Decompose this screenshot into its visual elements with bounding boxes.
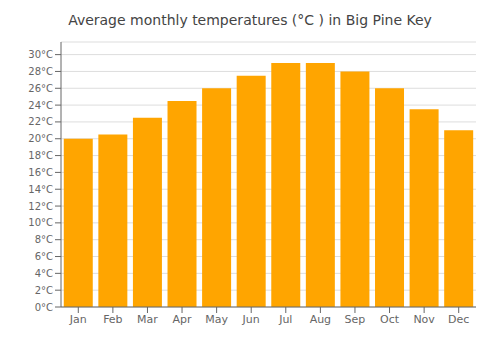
svg-text:4°C: 4°C [35,268,53,279]
svg-text:Dec: Dec [448,313,469,326]
svg-text:12°C: 12°C [28,201,53,212]
svg-text:8°C: 8°C [35,234,53,245]
svg-text:20°C: 20°C [28,133,53,144]
svg-text:Aug: Aug [310,313,331,326]
svg-text:Apr: Apr [173,313,193,326]
svg-text:6°C: 6°C [35,251,53,262]
svg-text:2°C: 2°C [35,285,53,296]
svg-text:Jun: Jun [242,313,260,326]
svg-text:Oct: Oct [380,313,400,326]
svg-text:0°C: 0°C [35,302,53,313]
html-text:Average monthly temperatures (: Average monthly temperatures (°C ) in Bi… [68,12,432,28]
svg-text:May: May [205,313,228,326]
svg-text:Feb: Feb [103,313,122,326]
svg-text:Mar: Mar [137,313,158,326]
svg-text:Nov: Nov [413,313,435,326]
svg-text:10°C: 10°C [28,217,53,228]
svg-text:Jan: Jan [69,313,87,326]
svg-text:14°C: 14°C [28,184,53,195]
svg-text:30°C: 30°C [28,49,53,60]
svg-text:16°C: 16°C [28,167,53,178]
svg-text:Jul: Jul [278,313,292,326]
svg-text:18°C: 18°C [28,150,53,161]
svg-text:28°C: 28°C [28,66,53,77]
svg-text:24°C: 24°C [28,100,53,111]
svg-text:26°C: 26°C [28,83,53,94]
svg-text:22°C: 22°C [28,116,53,127]
svg-text:Sep: Sep [345,313,366,326]
